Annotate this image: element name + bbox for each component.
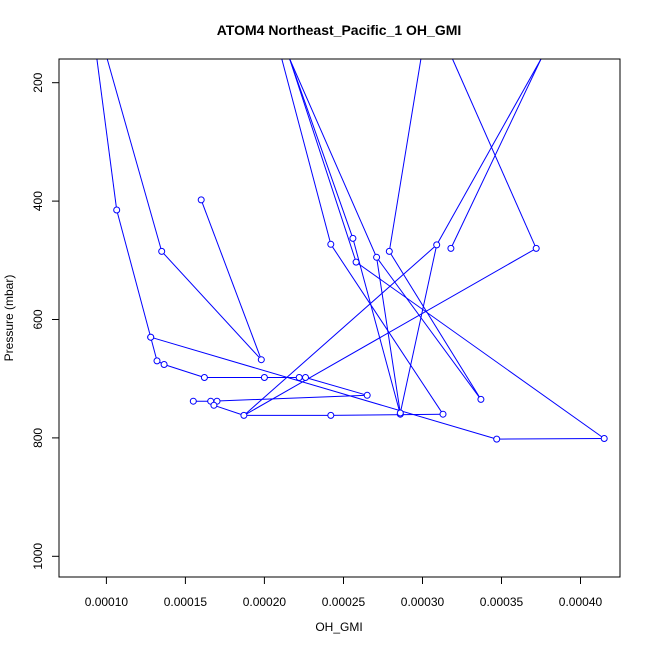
series-line-segment <box>305 377 368 396</box>
series-line-segment <box>436 58 542 246</box>
series-points <box>113 196 608 443</box>
series-line-segment <box>352 238 401 415</box>
series-line-segment <box>213 404 245 416</box>
data-point <box>302 374 309 381</box>
series-line-segment <box>388 251 482 400</box>
data-point <box>493 435 501 443</box>
series-line-segment <box>116 209 152 338</box>
data-point <box>396 409 404 417</box>
series-line-segment <box>163 364 205 378</box>
series-line-segment <box>388 58 422 252</box>
y-tick-label: 400 <box>31 191 45 211</box>
data-point <box>477 395 485 403</box>
data-point <box>327 411 335 419</box>
data-point <box>447 244 455 252</box>
data-point <box>189 397 197 405</box>
x-tick-label: 0.00035 <box>480 595 524 609</box>
data-point <box>600 435 608 442</box>
x-axis-label: OH_GMI <box>315 620 362 634</box>
data-point <box>257 356 265 364</box>
x-tick-label: 0.00040 <box>559 595 603 609</box>
data-point <box>260 374 268 381</box>
data-point <box>153 357 161 365</box>
series-line-segment <box>289 58 378 258</box>
series-line-segment <box>496 438 605 440</box>
data-point <box>385 247 393 255</box>
series-line-segment <box>210 394 368 402</box>
data-point <box>373 253 381 261</box>
series-line-segment <box>281 58 332 245</box>
data-point <box>363 391 371 399</box>
series-line-segment <box>243 244 438 416</box>
y-axis-label: Pressure (mbar) <box>2 275 16 362</box>
data-point <box>240 411 248 419</box>
y-axis: 200 400 600 800 1000 <box>31 72 60 570</box>
data-point <box>349 234 357 242</box>
data-point <box>352 258 360 266</box>
series-lines <box>96 58 605 440</box>
series-line-segment <box>399 244 438 414</box>
series-line-segment <box>289 58 357 263</box>
data-point <box>147 333 155 341</box>
x-tick-label: 0.00020 <box>243 595 287 609</box>
series-line-segment <box>376 257 401 414</box>
series-line-segment <box>452 58 537 249</box>
x-tick-label: 0.00025 <box>322 595 366 609</box>
series-line-segment <box>200 199 262 360</box>
data-point <box>439 410 447 418</box>
data-point <box>327 240 335 248</box>
data-point <box>200 374 208 381</box>
data-point <box>158 247 166 255</box>
series-line-segment <box>161 251 262 361</box>
data-point <box>210 401 218 409</box>
data-point <box>197 196 205 204</box>
data-point <box>433 241 441 249</box>
data-point <box>295 374 303 381</box>
y-tick-label: 200 <box>31 72 45 92</box>
y-tick-label: 800 <box>31 428 45 448</box>
x-axis: 0.00010 0.00015 0.00020 0.00025 0.00030 0.000… <box>85 576 603 609</box>
series-line-segment <box>376 257 482 400</box>
x-tick-label: 0.00030 <box>401 595 445 609</box>
series-line-segment <box>355 261 605 439</box>
series-line-segment <box>150 336 497 440</box>
y-tick-label: 600 <box>31 309 45 329</box>
series-line-segment <box>106 58 163 252</box>
data-point <box>113 206 121 214</box>
series-line-segment <box>243 247 537 416</box>
series-line-segment <box>289 58 354 239</box>
data-point <box>532 244 540 252</box>
data-point <box>160 361 168 368</box>
y-tick-label: 1000 <box>31 543 45 570</box>
chart-title: ATOM4 Northeast_Pacific_1 OH_GMI <box>217 22 462 38</box>
series-line-segment <box>150 337 158 362</box>
series-line-segment <box>330 244 444 415</box>
series-line-segment <box>96 58 118 211</box>
x-tick-label: 0.00010 <box>85 595 129 609</box>
series-line-segment <box>330 413 444 416</box>
x-tick-label: 0.00015 <box>164 595 208 609</box>
series-line-segment <box>450 58 542 249</box>
